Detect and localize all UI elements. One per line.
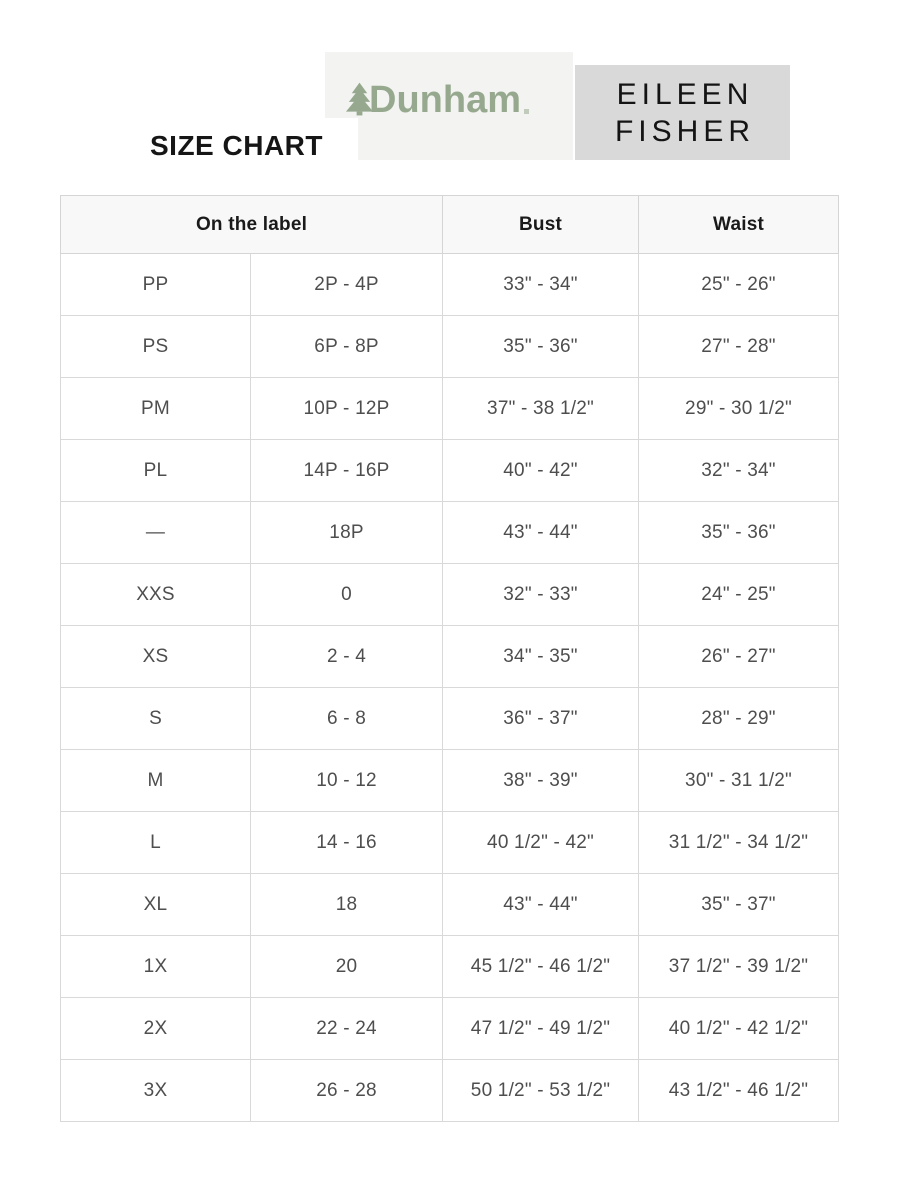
table-row: 1X 20 45 1/2" - 46 1/2" 37 1/2" - 39 1/2… [60,935,840,998]
eileen-fisher-logo-line1: EILEEN [616,77,754,111]
table-header-row: On the label Bust Waist [59,195,840,254]
label-range-cell: 14P - 16P [249,439,444,502]
table-row: PL 14P - 16P 40" - 42" 32" - 34" [60,439,840,502]
label-range-cell: 6P - 8P [249,315,444,378]
size-cell: XL [60,873,251,936]
dunham-trademark-dot [524,109,529,114]
column-header-bust: Bust [442,195,640,254]
label-range-cell: 6 - 8 [249,687,444,750]
dunham-logo-text: Dunham [369,79,521,121]
bust-cell: 34" - 35" [442,625,640,688]
pine-tree-icon [345,82,374,116]
bust-cell: 40" - 42" [442,439,640,502]
dunham-logo-background-lower [358,118,573,160]
label-range-cell: 2P - 4P [249,253,444,316]
size-cell: 3X [60,1059,251,1122]
label-range-cell: 26 - 28 [249,1059,444,1122]
table-row: XXS 0 32" - 33" 24" - 25" [60,563,840,626]
waist-cell: 35" - 37" [638,873,840,936]
size-cell: XS [60,625,251,688]
size-cell: L [60,811,251,874]
table-row: PS 6P - 8P 35" - 36" 27" - 28" [60,315,840,378]
dunham-logo-content: Dunham [345,80,529,120]
size-chart-table: On the label Bust Waist PP 2P - 4P 33" -… [59,195,840,1122]
waist-cell: 24" - 25" [638,563,840,626]
column-header-on-the-label: On the label [59,195,444,254]
waist-cell: 25" - 26" [638,253,840,316]
waist-cell: 43 1/2" - 46 1/2" [638,1059,840,1122]
label-range-cell: 0 [249,563,444,626]
size-cell: 1X [60,935,251,998]
waist-cell: 37 1/2" - 39 1/2" [638,935,840,998]
table-row: 3X 26 - 28 50 1/2" - 53 1/2" 43 1/2" - 4… [60,1059,840,1122]
size-cell: XXS [60,563,251,626]
waist-cell: 31 1/2" - 34 1/2" [638,811,840,874]
waist-cell: 28" - 29" [638,687,840,750]
waist-cell: 29" - 30 1/2" [638,377,840,440]
table-row: XL 18 43" - 44" 35" - 37" [60,873,840,936]
size-cell: PS [60,315,251,378]
size-cell: — [60,501,251,564]
label-range-cell: 20 [249,935,444,998]
table-row: XS 2 - 4 34" - 35" 26" - 27" [60,625,840,688]
column-header-waist: Waist [638,195,840,254]
waist-cell: 27" - 28" [638,315,840,378]
label-range-cell: 10 - 12 [249,749,444,812]
label-range-cell: 14 - 16 [249,811,444,874]
label-range-cell: 18 [249,873,444,936]
label-range-cell: 18P [249,501,444,564]
bust-cell: 50 1/2" - 53 1/2" [442,1059,640,1122]
bust-cell: 35" - 36" [442,315,640,378]
size-cell: PM [60,377,251,440]
label-range-cell: 22 - 24 [249,997,444,1060]
waist-cell: 40 1/2" - 42 1/2" [638,997,840,1060]
bust-cell: 43" - 44" [442,873,640,936]
table-row: PM 10P - 12P 37" - 38 1/2" 29" - 30 1/2" [60,377,840,440]
waist-cell: 35" - 36" [638,501,840,564]
bust-cell: 33" - 34" [442,253,640,316]
size-cell: 2X [60,997,251,1060]
table-row: S 6 - 8 36" - 37" 28" - 29" [60,687,840,750]
label-range-cell: 10P - 12P [249,377,444,440]
eileen-fisher-logo: EILEEN FISHER [575,65,790,160]
eileen-fisher-logo-line2: FISHER [614,114,755,148]
size-cell: PL [60,439,251,502]
table-row: L 14 - 16 40 1/2" - 42" 31 1/2" - 34 1/2… [60,811,840,874]
bust-cell: 38" - 39" [442,749,640,812]
waist-cell: 26" - 27" [638,625,840,688]
bust-cell: 47 1/2" - 49 1/2" [442,997,640,1060]
size-cell: M [60,749,251,812]
table-row: PP 2P - 4P 33" - 34" 25" - 26" [60,253,840,316]
bust-cell: 37" - 38 1/2" [442,377,640,440]
waist-cell: 32" - 34" [638,439,840,502]
bust-cell: 45 1/2" - 46 1/2" [442,935,640,998]
label-range-cell: 2 - 4 [249,625,444,688]
bust-cell: 32" - 33" [442,563,640,626]
page-title: SIZE CHART [150,130,323,161]
table-row: 2X 22 - 24 47 1/2" - 49 1/2" 40 1/2" - 4… [60,997,840,1060]
size-cell: S [60,687,251,750]
size-cell: PP [60,253,251,316]
bust-cell: 43" - 44" [442,501,640,564]
waist-cell: 30" - 31 1/2" [638,749,840,812]
bust-cell: 36" - 37" [442,687,640,750]
table-row: — 18P 43" - 44" 35" - 36" [60,501,840,564]
bust-cell: 40 1/2" - 42" [442,811,640,874]
table-row: M 10 - 12 38" - 39" 30" - 31 1/2" [60,749,840,812]
